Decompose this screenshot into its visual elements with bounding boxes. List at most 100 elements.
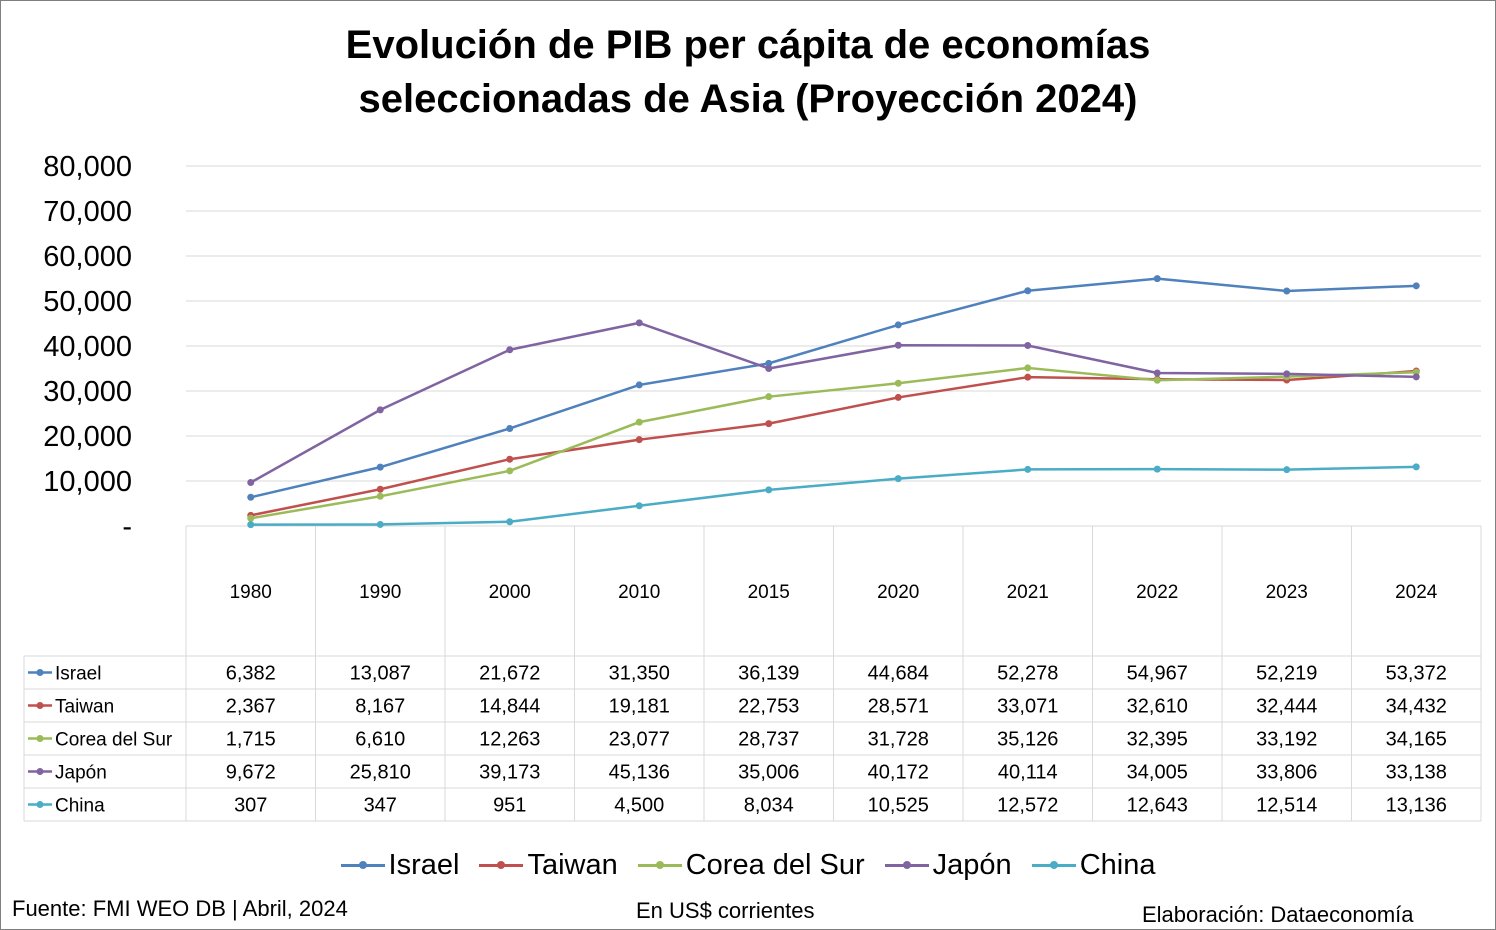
table-cell: 36,139 [738, 663, 799, 685]
data-point [506, 346, 514, 354]
data-point [1024, 341, 1032, 349]
table-row-name: Japón [55, 763, 107, 784]
series-line-israel [250, 277, 1417, 499]
data-point [376, 485, 384, 493]
x-category-label: 2024 [1395, 582, 1438, 603]
legend-swatch [1031, 861, 1076, 869]
legend-label: Taiwan [527, 849, 618, 881]
series-line-corea-del-sur [250, 366, 1417, 520]
legend-swatch [479, 861, 524, 869]
table-cell: 951 [493, 795, 526, 817]
x-category-label: 2020 [877, 582, 919, 603]
table-legend-key-marker [36, 669, 44, 676]
footer-source: Fuente: FMI WEO DB | Abril, 2024 [12, 896, 348, 921]
data-point [506, 424, 514, 432]
table-cell: 31,728 [868, 729, 929, 751]
data-point [1153, 369, 1161, 377]
data-point [247, 493, 255, 501]
table-row-name: Corea del Sur [55, 730, 173, 751]
table-cell: 19,181 [609, 696, 670, 718]
table-cell: 9,672 [226, 762, 276, 784]
table-cell: 4,500 [614, 795, 664, 817]
data-point [1283, 466, 1291, 474]
table-row-name: China [55, 796, 105, 817]
data-point [1153, 376, 1161, 384]
data-point [1024, 364, 1032, 372]
data-point [376, 492, 384, 500]
x-category-label: 2022 [1136, 582, 1178, 603]
y-tick-label: - [122, 511, 132, 543]
table-cell: 12,572 [997, 795, 1058, 817]
table-cell: 6,610 [355, 729, 405, 751]
table-cell: 35,006 [738, 762, 799, 784]
data-point [1412, 282, 1420, 290]
data-point [1153, 275, 1161, 283]
table-cell: 28,571 [868, 696, 929, 718]
table-cell: 2,367 [226, 696, 276, 718]
data-point [1283, 370, 1291, 378]
data-point [1024, 465, 1032, 473]
legend-label: China [1079, 849, 1156, 881]
legend-label: Israel [388, 849, 460, 881]
chart-legend: Israel Taiwan Corea del Sur Japón China [0, 842, 1496, 882]
y-tick-label: 70,000 [43, 196, 132, 228]
table-cell: 31,350 [609, 663, 670, 685]
table-cell: 44,684 [868, 663, 929, 685]
table-cell: 8,167 [355, 696, 405, 718]
table-cell: 33,071 [997, 696, 1058, 718]
data-point [765, 393, 773, 401]
x-category-label: 2000 [489, 582, 531, 603]
table-cell: 23,077 [609, 729, 670, 751]
table-cell: 34,165 [1386, 729, 1447, 751]
table-cell: 52,278 [997, 663, 1058, 685]
data-point [1153, 465, 1161, 473]
table-cell: 12,514 [1256, 795, 1317, 817]
table-cell: 53,372 [1386, 663, 1447, 685]
table-cell: 35,126 [997, 729, 1058, 751]
table-cell: 40,114 [998, 762, 1058, 784]
table-cell: 40,172 [868, 762, 929, 784]
data-point [635, 418, 643, 426]
series-line-china [250, 465, 1417, 526]
y-tick-label: 30,000 [43, 376, 132, 408]
table-cell: 34,432 [1386, 696, 1447, 718]
data-point [506, 455, 514, 463]
chart-title-line-2: seleccionadas de Asia (Proyección 2024) [358, 77, 1138, 121]
table-cell: 33,138 [1386, 762, 1447, 784]
data-point [894, 379, 902, 387]
x-category-label: 2015 [748, 582, 790, 603]
table-cell: 32,395 [1127, 729, 1188, 751]
footer-credit: Elaboración: Dataeconomía [1142, 902, 1414, 927]
table-cell: 347 [364, 795, 397, 817]
series-line-japón [250, 321, 1417, 484]
table-cell: 34,005 [1127, 762, 1188, 784]
data-point [506, 518, 514, 526]
table-row-name: Taiwan [55, 697, 114, 718]
data-point [376, 406, 384, 414]
legend-swatch [884, 861, 929, 869]
table-legend-key-marker [36, 735, 44, 742]
table-legend-key-marker [36, 702, 44, 709]
footer-units: En US$ corrientes [636, 898, 815, 923]
table-legend-key-marker [36, 801, 44, 808]
y-tick-label: 10,000 [43, 466, 132, 498]
x-category-label: 1980 [230, 582, 272, 603]
legend-swatch [340, 861, 385, 869]
table-cell: 14,844 [479, 696, 540, 718]
table-legend-key-marker [36, 768, 44, 775]
table-cell: 8,034 [744, 795, 794, 817]
data-point [765, 359, 773, 367]
legend-item: Japón [884, 849, 1012, 882]
data-point [894, 341, 902, 349]
table-cell: 22,753 [738, 696, 799, 718]
data-point [376, 520, 384, 528]
table-cell: 33,806 [1256, 762, 1317, 784]
data-point [247, 514, 255, 522]
table-cell: 25,810 [350, 762, 411, 784]
data-point [635, 381, 643, 389]
table-cell: 32,610 [1127, 696, 1188, 718]
data-point [894, 393, 902, 401]
data-point [1412, 463, 1420, 471]
y-tick-label: 20,000 [43, 421, 132, 453]
table-cell: 12,263 [479, 729, 540, 751]
